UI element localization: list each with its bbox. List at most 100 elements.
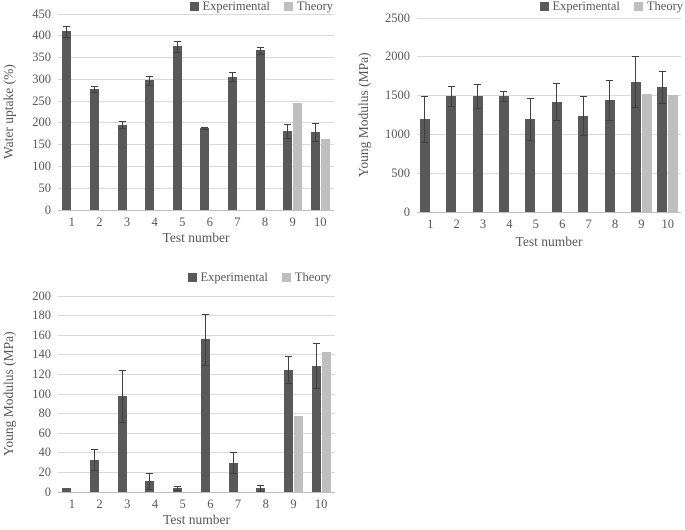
error-bar-cap <box>173 40 181 42</box>
error-bar-cap <box>146 75 154 77</box>
gridline <box>58 165 334 167</box>
error-bar-cap <box>553 83 561 85</box>
legend-label-theory: Theory <box>294 270 331 284</box>
error-bar-cap <box>579 135 587 137</box>
gridline <box>417 133 681 135</box>
y-tick-label: 150 <box>32 137 51 152</box>
gridline <box>58 78 334 80</box>
x-tick-label: 5 <box>179 497 186 511</box>
theory-swatch-icon <box>633 2 643 11</box>
x-tick-label: 6 <box>559 217 566 231</box>
error-bar-cap <box>118 121 126 123</box>
error-bar <box>287 123 289 138</box>
bar-experimental <box>551 101 562 212</box>
x-tick-label: 2 <box>96 215 103 229</box>
error-bar-cap <box>447 105 455 107</box>
legend-label-theory: Theory <box>296 0 333 13</box>
plot-area: 0 20 40 60 80 100 120 140 160 180 200 1 2 3 4 5 6 7 8 9 10 <box>32 289 335 511</box>
x-axis-title: Test number <box>163 512 230 527</box>
error-bar <box>121 369 123 423</box>
legend: Experimental Theory <box>539 0 683 14</box>
plot-area: 0 500 1000 1500 2000 2500 1 2 3 4 5 6 7 8 9 10 <box>385 11 681 231</box>
x-tick-label: 2 <box>453 217 460 231</box>
bar-experimental <box>227 76 237 210</box>
gridline <box>417 17 681 19</box>
legend-item-experimental: Experimental <box>189 0 270 14</box>
error-bar-cap <box>146 473 154 475</box>
error-bar-cap <box>257 491 265 493</box>
y-tick-label: 0 <box>403 204 410 219</box>
bar-experimental <box>200 339 210 492</box>
bar-experimental <box>498 95 509 212</box>
error-bar-cap <box>257 485 265 487</box>
x-tick-label: 10 <box>661 217 675 231</box>
error-bar-cap <box>606 120 613 122</box>
bar-experimental <box>283 369 293 492</box>
y-tick-label: 20 <box>38 464 52 479</box>
bar-experimental <box>145 80 155 210</box>
bar-experimental <box>89 89 99 210</box>
gridline <box>58 432 335 434</box>
x-tick-label: 9 <box>290 497 297 511</box>
y-tick-label: 100 <box>32 386 51 401</box>
bar-experimental <box>90 459 100 492</box>
error-bar <box>259 46 261 54</box>
error-bar-cap <box>312 343 320 345</box>
bar-experimental <box>630 81 641 212</box>
error-bar-cap <box>63 37 71 39</box>
error-bar-cap <box>474 107 481 109</box>
y-tick-label: 0 <box>44 484 51 499</box>
legend-item-experimental: Experimental <box>539 0 620 14</box>
bar-theory <box>320 139 330 210</box>
gridline <box>58 144 334 146</box>
error-bar-cap <box>174 490 182 492</box>
legend-label-experimental: Experimental <box>552 0 620 13</box>
y-tick-label: 40 <box>38 445 52 460</box>
bar-experimental <box>604 100 615 212</box>
error-bar-cap <box>146 84 154 86</box>
theory-swatch-icon <box>281 273 291 282</box>
y-tick-label: 200 <box>32 115 51 130</box>
y-tick-label: 180 <box>32 308 51 323</box>
bar-theory <box>293 415 303 492</box>
error-bar-cap <box>284 355 292 357</box>
x-tick-label: 9 <box>638 217 645 231</box>
gridline <box>58 452 335 454</box>
gridline <box>58 295 335 297</box>
chart-water-uptake: Experimental Theory Water uptake (%) 0 50… <box>0 0 342 262</box>
y-tick-label: 160 <box>32 327 51 342</box>
error-bar-cap <box>632 107 640 109</box>
error-bar <box>503 90 505 101</box>
y-tick-label: 0 <box>44 202 51 217</box>
error-bar <box>93 86 95 93</box>
error-bar-cap <box>229 473 237 475</box>
error-bar-cap <box>447 85 455 87</box>
gridline <box>58 122 334 124</box>
error-bar-cap <box>553 120 561 122</box>
error-bar <box>477 83 478 108</box>
error-bar-cap <box>146 489 154 491</box>
chart-young-modulus-low: Experimental Theory Young Modulus (MPa) … <box>0 265 342 530</box>
y-tick-label: 500 <box>391 165 410 180</box>
bar-experimental <box>657 87 668 212</box>
bar-experimental <box>283 130 293 210</box>
error-bar-cap <box>174 486 182 488</box>
error-bar-cap <box>201 126 209 128</box>
y-tick-label: 250 <box>32 93 51 108</box>
error-bar <box>609 80 610 121</box>
gridline <box>417 56 681 58</box>
legend-label-experimental: Experimental <box>200 270 268 284</box>
x-tick-label: 4 <box>151 215 158 229</box>
error-bar-cap <box>90 92 98 94</box>
x-tick-label: 9 <box>289 215 296 229</box>
bar-experimental <box>200 128 210 210</box>
bar-experimental <box>525 118 536 212</box>
y-tick-label: 300 <box>32 71 51 86</box>
error-bar-cap <box>421 95 429 97</box>
x-tick-label: 6 <box>207 497 214 511</box>
legend: Experimental Theory <box>187 270 331 285</box>
bar-experimental <box>62 31 72 210</box>
error-bar <box>149 473 151 490</box>
bar-experimental <box>472 95 483 212</box>
